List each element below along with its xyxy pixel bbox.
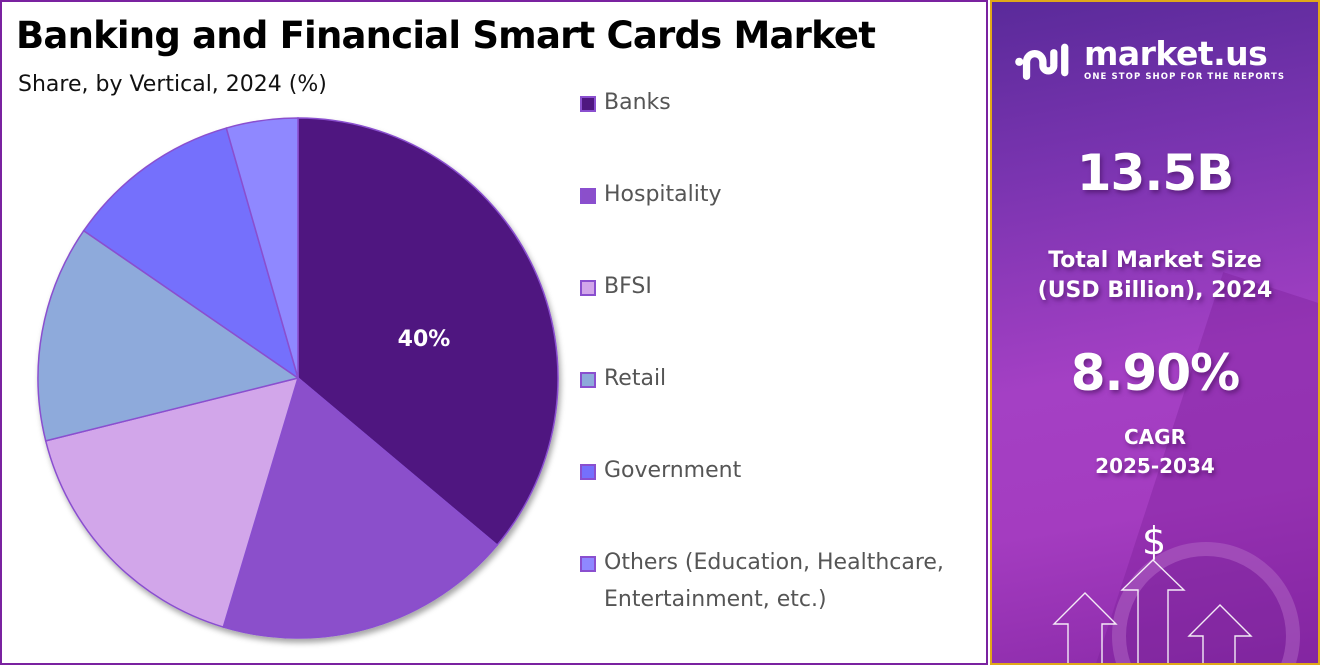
legend-swatch-others (580, 556, 596, 572)
dollar-icon: $ (1142, 519, 1167, 563)
market-size-label-line1: Total Market Size (1048, 248, 1262, 273)
market-us-logo-icon (1015, 43, 1069, 80)
brand-logo: market.us ONE STOP SHOP FOR THE REPORTS (1012, 37, 1285, 82)
cagr-label-line1: CAGR (1124, 425, 1186, 449)
legend-label: Retail (604, 366, 667, 391)
banks-share-label: 40% (398, 327, 451, 352)
pie-slice-bfsi (44, 376, 300, 628)
chart-subtitle: Share, by Vertical, 2024 (%) (18, 72, 327, 97)
chart-title: Banking and Financial Smart Cards Market (16, 14, 876, 57)
pie-chart: 40% (22, 102, 582, 662)
legend-swatch-bfsi (580, 280, 596, 296)
legend-swatch-banks (580, 96, 596, 112)
chart-panel: Banking and Financial Smart Cards Market… (0, 0, 988, 665)
legend-label: Banks (604, 90, 671, 115)
pie-slice-retail (37, 229, 300, 442)
pie-slice-government (82, 127, 300, 380)
summary-sidebar: market.us ONE STOP SHOP FOR THE REPORTS … (990, 0, 1320, 665)
legend-item-government: Government (580, 458, 984, 489)
pie-chart-svg: 40% (37, 117, 559, 639)
legend-item-others: Others (Education, Healthcare, Entertain… (580, 550, 984, 618)
legend-item-hospitality: Hospitality (580, 182, 984, 213)
legend-swatch-retail (580, 372, 596, 388)
legend-label: BFSI (604, 274, 652, 299)
market-size-label-line2: (USD Billion), 2024 (1037, 278, 1273, 303)
market-size-value: 13.5B (1076, 144, 1234, 202)
legend-label: Government (604, 458, 742, 483)
brand-name: market.us (1084, 34, 1268, 73)
legend-item-banks: Banks (580, 90, 984, 121)
brand-tagline: ONE STOP SHOP FOR THE REPORTS (1084, 72, 1286, 82)
pie-slice-others (225, 117, 299, 379)
legend-swatch-government (580, 464, 596, 480)
growth-arrows-icon (1052, 559, 1253, 663)
cagr-label-line2: 2025-2034 (1095, 454, 1215, 478)
legend-item-retail: Retail (580, 366, 984, 397)
legend-label: Others (Education, Healthcare, Entertain… (604, 550, 944, 612)
legend-item-bfsi: BFSI (580, 274, 984, 305)
cagr-value: 8.90% (1070, 344, 1240, 402)
pie-slice-banks (297, 117, 559, 547)
legend-swatch-hospitality (580, 188, 596, 204)
pie-slice-hospitality (222, 376, 499, 639)
legend-label: Hospitality (604, 182, 722, 207)
